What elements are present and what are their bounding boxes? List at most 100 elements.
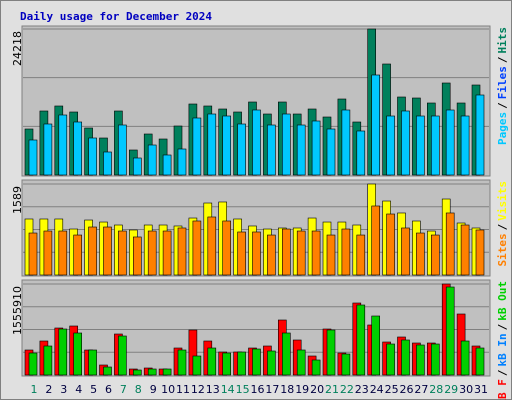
- bar: [460, 115, 470, 176]
- bar: [103, 366, 112, 376]
- bar: [326, 234, 336, 276]
- bar: [311, 359, 321, 376]
- bar: [237, 351, 246, 376]
- bar: [252, 231, 261, 276]
- chart-title: Daily usage for December 2024: [20, 10, 212, 23]
- bar: [58, 328, 68, 376]
- bar: [133, 369, 142, 376]
- y-tick-label: 1555910: [11, 286, 24, 335]
- bar: [192, 220, 202, 276]
- bar: [207, 347, 217, 376]
- legend-separator: /: [496, 56, 509, 63]
- x-tick-label: 22: [340, 383, 354, 396]
- bar: [147, 144, 157, 176]
- x-tick-label: 11: [176, 383, 190, 396]
- x-tick-label: 4: [75, 383, 82, 396]
- x-tick-label: 21: [325, 383, 339, 396]
- bar: [103, 151, 112, 176]
- bar: [371, 315, 381, 376]
- x-tick-label: 25: [385, 383, 399, 396]
- bar: [133, 236, 142, 276]
- bar: [237, 231, 246, 276]
- bar: [88, 226, 97, 276]
- x-tick-label: 23: [355, 383, 369, 396]
- bar: [192, 117, 202, 176]
- x-tick-label: 10: [161, 383, 175, 396]
- bar: [58, 114, 68, 176]
- x-tick-label: 7: [120, 383, 127, 396]
- bar: [222, 220, 231, 276]
- x-tick-label: 31: [474, 383, 488, 396]
- legend-entry: Pages: [496, 112, 509, 145]
- bar: [356, 130, 366, 176]
- bar: [88, 137, 97, 176]
- bar: [430, 343, 440, 376]
- bar: [281, 228, 291, 276]
- legend-entry: Visits: [496, 181, 509, 221]
- x-tick-label: 9: [150, 383, 157, 396]
- bar: [177, 227, 187, 276]
- legend: kB F / kB In / kB Out: [496, 281, 509, 400]
- bar: [281, 332, 291, 376]
- x-tick-label: 14: [221, 383, 235, 396]
- bar: [252, 348, 261, 376]
- x-tick-label: 27: [414, 383, 428, 396]
- x-tick-label: 30: [459, 383, 473, 396]
- x-tick-label: 2: [45, 383, 52, 396]
- x-tick-label: 12: [191, 383, 205, 396]
- bar: [73, 234, 82, 276]
- x-tick-label: 26: [400, 383, 414, 396]
- bar: [43, 123, 53, 176]
- x-tick-label: 18: [280, 383, 294, 396]
- bar: [445, 109, 455, 176]
- bar: [207, 216, 217, 276]
- bar: [73, 332, 82, 376]
- bar: [162, 154, 172, 176]
- bar: [326, 128, 336, 176]
- legend-entry: kB In: [496, 333, 509, 366]
- bar: [445, 286, 455, 376]
- bar: [460, 224, 470, 276]
- bar: [371, 74, 381, 176]
- x-tick-label: 5: [90, 383, 97, 396]
- bar: [162, 230, 172, 276]
- bar: [296, 124, 306, 176]
- legend: Sites / Visits: [496, 181, 509, 267]
- legend-entry: kB Out: [496, 281, 509, 321]
- legend-entry: Sites: [496, 233, 509, 266]
- bar: [356, 234, 366, 276]
- bar: [430, 234, 440, 276]
- x-tick-label: 24: [370, 383, 384, 396]
- bar: [252, 109, 261, 176]
- x-tick-label: 29: [444, 383, 458, 396]
- bar: [222, 115, 231, 176]
- x-tick-label: 6: [105, 383, 112, 396]
- bar: [147, 368, 157, 376]
- x-tick-label: 15: [236, 383, 250, 396]
- bar: [416, 232, 425, 276]
- x-tick-label: 20: [310, 383, 324, 396]
- bar: [416, 115, 425, 176]
- bar: [43, 345, 53, 376]
- bar: [118, 124, 127, 176]
- legend-entry: Files: [496, 66, 509, 99]
- bar: [28, 352, 38, 376]
- x-tick-label: 19: [295, 383, 309, 396]
- bar: [356, 304, 366, 376]
- x-tick-label: 13: [206, 383, 220, 396]
- legend-entry: kB F: [496, 379, 509, 400]
- bar: [401, 110, 410, 176]
- bar: [311, 120, 321, 176]
- legend-separator: /: [496, 369, 509, 376]
- bar: [296, 230, 306, 276]
- bar: [88, 349, 97, 376]
- bar: [371, 205, 381, 276]
- bar: [341, 109, 351, 176]
- bar: [43, 230, 53, 276]
- bar: [416, 344, 425, 376]
- bar: [386, 343, 395, 376]
- bar: [475, 94, 485, 176]
- bar: [460, 340, 470, 376]
- bar: [281, 113, 291, 176]
